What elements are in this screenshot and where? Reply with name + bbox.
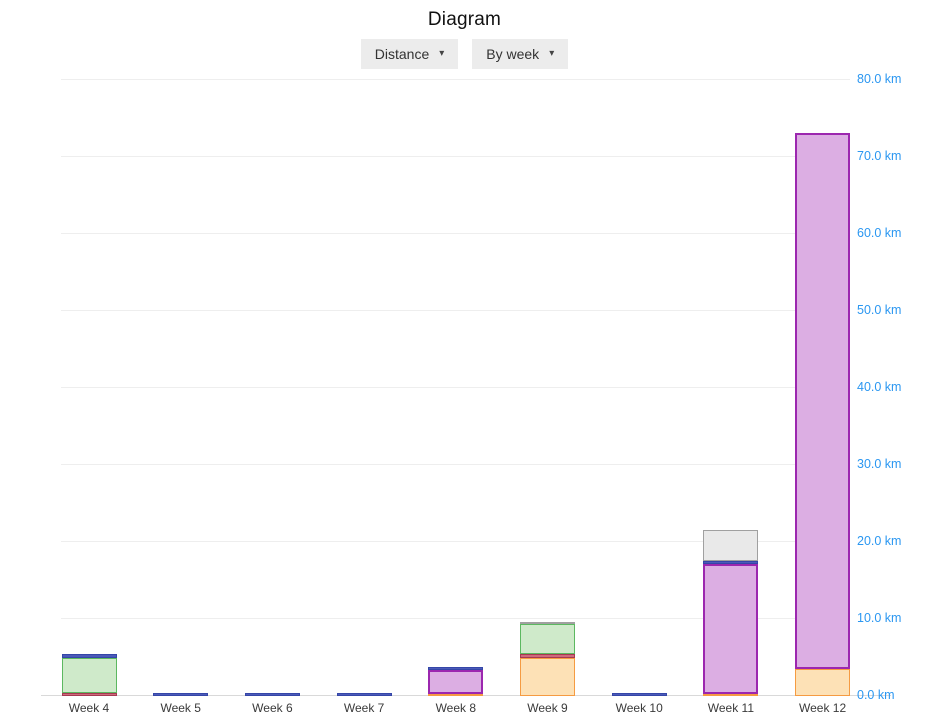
chevron-down-icon: ▾ (439, 48, 445, 59)
bar-segment-orange[interactable] (428, 693, 484, 696)
bar-stack (520, 622, 575, 696)
grouping-dropdown[interactable]: By week ▾ (472, 39, 569, 69)
chart-controls: Distance ▾ By week ▾ (0, 39, 929, 69)
bar-segment-orange[interactable] (703, 693, 759, 696)
bar-segment-purple[interactable] (428, 669, 484, 694)
x-axis-tick-label: Week 8 (435, 701, 477, 715)
bar-segment-blue[interactable] (611, 692, 667, 696)
bar-segment-gray[interactable] (520, 622, 575, 625)
bar-segment-blue[interactable] (244, 692, 300, 696)
x-axis-tick-label: Week 12 (799, 701, 847, 715)
y-axis-tick-label: 50.0 km (857, 303, 902, 317)
bar-segment-blue[interactable] (61, 654, 117, 658)
y-axis-tick-label: 30.0 km (857, 457, 902, 471)
bar-segment-green[interactable] (61, 657, 117, 693)
bar-stack (153, 692, 209, 696)
bar-segment-red[interactable] (61, 692, 117, 696)
metric-dropdown-label: Distance (374, 46, 430, 62)
y-axis-tick-label: 70.0 km (857, 149, 902, 163)
gridline (61, 387, 850, 388)
x-axis-tick-label: Week 9 (527, 701, 568, 715)
x-axis-tick-label: Week 6 (252, 701, 293, 715)
bar-stack (336, 692, 392, 696)
y-axis-tick-label: 10.0 km (857, 611, 902, 625)
gridline (61, 156, 850, 157)
metric-dropdown[interactable]: Distance ▾ (360, 39, 459, 69)
page-title: Diagram (427, 9, 502, 30)
bar-stack (795, 133, 851, 696)
y-axis-tick-label: 40.0 km (857, 380, 902, 394)
grouping-dropdown-label: By week (486, 46, 540, 62)
gridline (61, 464, 850, 465)
x-axis-tick-label: Week 5 (160, 701, 201, 715)
gridline (61, 310, 850, 311)
y-axis-tick-label: 80.0 km (857, 72, 902, 86)
x-axis-tick-label: Week 7 (343, 701, 385, 715)
bar-stack (61, 654, 117, 696)
bar-stack (611, 692, 667, 696)
y-axis-tick-label: 0.0 km (857, 688, 895, 702)
bar-segment-blue[interactable] (703, 561, 759, 565)
x-axis-tick-label: Week 4 (68, 701, 110, 715)
y-axis-tick-label: 60.0 km (857, 226, 902, 240)
gridline (61, 79, 850, 80)
bar-segment-blue[interactable] (153, 692, 209, 696)
bar-stack (703, 529, 759, 696)
bar-segment-green[interactable] (520, 624, 575, 655)
bar-chart: 0.0 km 10.0 km 20.0 km 30.0 km 40.0 km 50.0 k… (41, 72, 901, 715)
chevron-down-icon: ▾ (549, 48, 555, 59)
bar-segment-purple[interactable] (703, 564, 759, 694)
bar-segment-orange[interactable] (520, 657, 575, 696)
bar-segment-blue[interactable] (428, 666, 484, 670)
x-axis-tick-label: Week 11 (707, 701, 755, 715)
x-axis-tick-label: Week 10 (615, 701, 663, 715)
gridline (61, 541, 850, 542)
gridline (61, 233, 850, 234)
bar-segment-orange[interactable] (795, 669, 851, 696)
gridline (61, 618, 850, 619)
bar-stack (244, 692, 300, 696)
bar-segment-gray[interactable] (703, 529, 759, 562)
bar-segment-purple[interactable] (795, 133, 851, 670)
bar-segment-red[interactable] (520, 654, 575, 658)
bar-stack (428, 666, 484, 696)
bar-segment-blue[interactable] (336, 692, 392, 696)
y-axis-tick-label: 20.0 km (857, 534, 902, 548)
